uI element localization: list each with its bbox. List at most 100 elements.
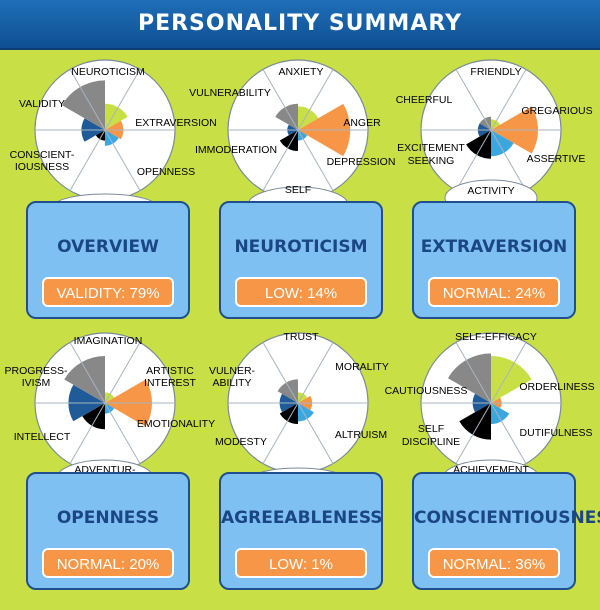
wheel-label: OPENNESS [137, 166, 195, 178]
wheel-slice [459, 403, 491, 440]
wheel-slice [82, 403, 105, 430]
card-extraversion-panel[interactable]: EXTRAVERSION NORMAL: 24% [412, 201, 576, 319]
wheel-label: GREGARIOUS [521, 105, 592, 117]
wheel-label: EMOTIONALITY [137, 418, 215, 430]
wheel-label: SELF [285, 184, 311, 196]
wheel-slice [491, 403, 510, 424]
wheel-label: ALTRUISM [335, 429, 387, 441]
wheel-spoke [104, 342, 141, 404]
wheel-label: DEPRESSION [327, 156, 396, 168]
wheel-label: INTELLECT [14, 431, 71, 443]
wheel-label: VULNERABILITY [189, 87, 271, 99]
wheel-slice [491, 130, 514, 157]
wheel-spoke [297, 402, 334, 464]
status-badge: NORMAL: 20% [42, 548, 174, 578]
wheel-1: ANXIETYANGERDEPRESSIONSELFCONSCIOUSNESSI… [189, 59, 396, 224]
wheel-spoke [297, 129, 334, 191]
wheel-label: TRUST [284, 331, 320, 343]
wheel-slice [279, 130, 298, 152]
wheel-spoke [104, 129, 141, 191]
wheel-spoke [455, 342, 492, 404]
card-title: EXTRAVERSION [420, 237, 568, 257]
card-neuroticism-panel[interactable]: NEUROTICISM LOW: 14% [219, 201, 383, 319]
wheel-label: DISCIPLINE [402, 436, 460, 448]
wheel-label: CAUTIOUSNESS [385, 385, 468, 397]
wheel-slice [64, 356, 105, 403]
wheel-spoke [69, 342, 106, 404]
wheel-spoke [262, 129, 299, 191]
wheel-spoke [262, 69, 299, 131]
wheel-label: ASSERTIVE [527, 153, 586, 165]
status-badge: LOW: 1% [235, 548, 367, 578]
wheel-label: ANGER [343, 117, 381, 129]
wheel-spoke [69, 129, 106, 191]
wheel-slice [275, 103, 298, 130]
wheel-label: CONSCIENT- [10, 149, 75, 161]
card-title: CONSCIENTIOUSNESS [414, 508, 600, 528]
wheel-spoke [455, 129, 492, 191]
wheel-slice [491, 356, 532, 403]
wheel-spoke [262, 342, 299, 404]
wheel-spoke [104, 69, 141, 131]
wheel-label: PROGRESS- [4, 365, 68, 377]
wheel-spoke [490, 129, 527, 191]
wheel-label: VULNER- [209, 365, 256, 377]
wheel-slice [298, 130, 308, 141]
wheel-spoke [69, 402, 106, 464]
wheel-spoke [455, 69, 492, 131]
status-badge: VALIDITY: 79% [42, 277, 174, 307]
wheel-spoke [490, 402, 527, 464]
wheel-label: ARTISTIC [146, 365, 194, 377]
wheel-label: FRIENDLY [470, 66, 521, 78]
wheel-label: MORALITY [335, 361, 389, 373]
wheel-slice [105, 403, 115, 414]
wheel-label: EXCITEMENT [397, 142, 465, 154]
wheel-spoke [490, 342, 527, 404]
wheel-2: FRIENDLYGREGARIOUSASSERTIVEACTIVITYLEVEL… [396, 59, 593, 217]
wheel-label: SELF-EFFICACY [455, 331, 537, 343]
wheel-label: VALIDITY [19, 98, 65, 110]
wheel-label: IMMODERATION [195, 144, 277, 156]
wheel-slice [298, 392, 308, 403]
wheel-slice [448, 353, 491, 403]
wheel-slice [298, 403, 314, 422]
wheel-spoke [297, 69, 334, 131]
card-overview-panel[interactable]: OVERVIEW VALIDITY: 79% [26, 201, 190, 319]
header-bar: PERSONALITY SUMMARY [0, 0, 600, 50]
page-title: PERSONALITY SUMMARY [137, 11, 463, 36]
wheel-label: ORDERLINESS [519, 381, 594, 393]
wheel-label: DUTIFULNESS [520, 427, 593, 439]
wheel-5: SELF-EFFICACYORDERLINESSDUTIFULNESSACHIE… [385, 331, 595, 497]
wheel-spoke [297, 342, 334, 404]
card-title: OPENNESS [56, 508, 160, 528]
card-title: OVERVIEW [57, 237, 159, 257]
wheel-slice [105, 130, 119, 146]
wheel-label: IOUSNESS [15, 161, 69, 173]
wheel-slice [105, 103, 128, 130]
wheel-slice [479, 116, 491, 130]
wheel-label: ANXIETY [279, 66, 324, 78]
wheel-slice [95, 130, 105, 141]
wheel-label: ACTIVITY [467, 185, 514, 197]
wheel-spoke [490, 69, 527, 131]
wheel-label: IMAGINATION [74, 335, 143, 347]
card-openness-panel[interactable]: OPENNESS NORMAL: 20% [26, 472, 190, 590]
wheel-label: CHEERFUL [396, 94, 453, 106]
status-badge: NORMAL: 24% [428, 277, 560, 307]
card-agreeableness-panel[interactable]: AGREEABLENESS LOW: 1% [219, 472, 383, 590]
wheel-label: IVISM [22, 377, 51, 389]
status-badge: NORMAL: 36% [428, 548, 560, 578]
wheel-label: SEEKING [408, 155, 455, 167]
wheel-spoke [69, 69, 106, 131]
card-title: AGREEABLENESS [221, 508, 383, 528]
wheel-label: MODESTY [215, 436, 267, 448]
wheel-slice [279, 403, 298, 424]
wheel-slice [277, 379, 298, 403]
status-badge: LOW: 14% [235, 277, 367, 307]
wheel-label: NEUROTICISM [71, 66, 145, 78]
wheel-4: TRUSTMORALITYALTRUISMCOOPERATIONMODESTYV… [209, 331, 389, 493]
wheel-label: EXTRAVERSION [135, 117, 217, 129]
wheel-spoke [104, 402, 141, 464]
card-conscientiousness-panel[interactable]: CONSCIENTIOUSNESS NORMAL: 36% [412, 472, 600, 590]
wheel-label: ABILITY [212, 377, 251, 389]
